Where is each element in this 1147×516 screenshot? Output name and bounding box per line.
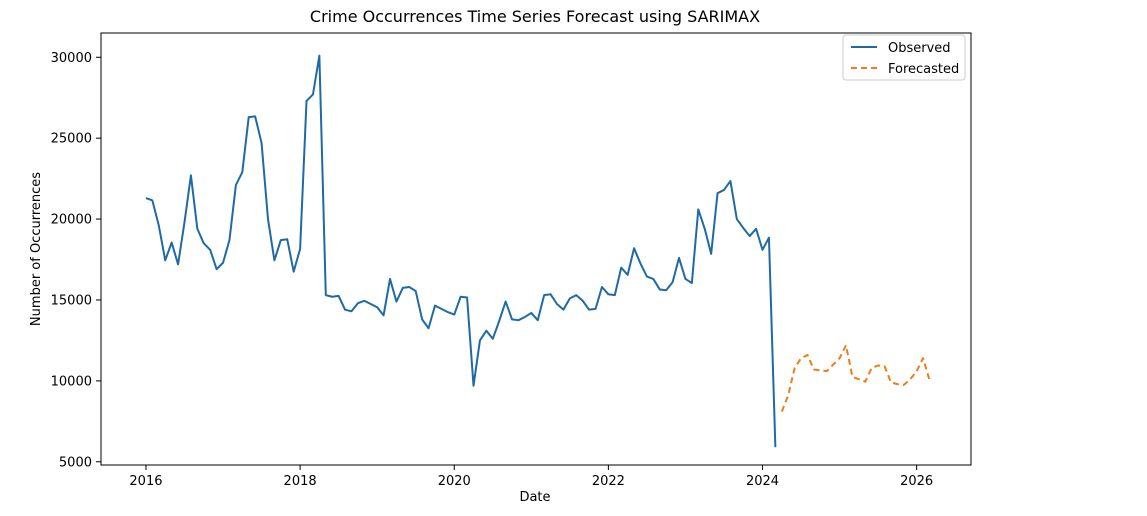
y-axis-label: Number of Occurrences <box>29 172 44 326</box>
x-tick-label: 2016 <box>129 474 162 489</box>
y-tick-label: 10000 <box>51 374 92 389</box>
y-tick-label: 25000 <box>51 132 92 147</box>
y-tick-label: 30000 <box>51 51 92 66</box>
legend: Observed Forecasted <box>842 34 966 81</box>
x-tick-label: 2024 <box>746 474 779 489</box>
x-tick-label: 2022 <box>592 474 625 489</box>
x-axis-label: Date <box>519 490 550 505</box>
y-tick-label: 5000 <box>59 455 92 470</box>
y-axis: 5000 10000 15000 20000 25000 30000 <box>51 51 101 470</box>
series-group <box>145 54 931 448</box>
series-forecasted-line <box>780 344 931 412</box>
series-observed-line <box>145 54 777 448</box>
plot-area: 2016 2018 2020 2022 2024 2026 5000 10000 15000 2… <box>51 32 972 489</box>
y-tick-label: 15000 <box>51 293 92 308</box>
x-axis: 2016 2018 2020 2022 2024 2026 <box>129 465 933 489</box>
x-tick-label: 2018 <box>284 474 317 489</box>
plot-frame <box>100 32 972 466</box>
legend-forecasted-label: Forecasted <box>888 62 959 77</box>
chart-title: Crime Occurrences Time Series Forecast u… <box>310 7 760 26</box>
legend-observed-label: Observed <box>888 41 951 56</box>
y-tick-label: 20000 <box>51 213 92 228</box>
x-tick-label: 2026 <box>900 474 933 489</box>
x-tick-label: 2020 <box>438 474 471 489</box>
